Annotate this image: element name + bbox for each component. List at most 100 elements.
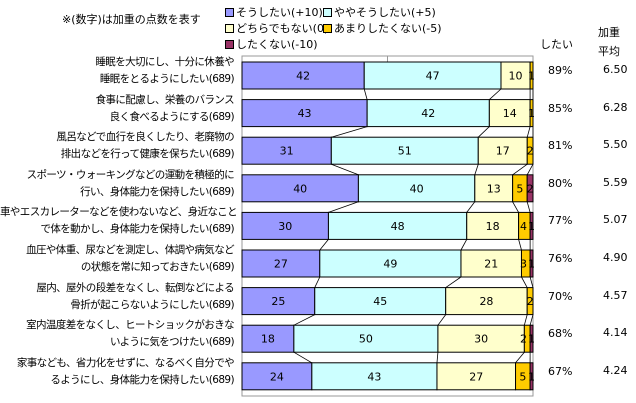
bar-value-label: 1 — [528, 258, 535, 271]
legend-label: したくない(-10) — [236, 38, 318, 51]
bar-value-label: 4 — [520, 220, 527, 233]
bar-segment — [488, 99, 531, 128]
want-percent: 80% — [548, 176, 573, 190]
want-percent: 70% — [548, 289, 573, 303]
bar-segment — [241, 61, 365, 90]
row-label: 食事に配慮し、栄養のバランス良く食べるようにする(689) — [0, 92, 235, 126]
weighted-average: 4.14 — [603, 326, 628, 340]
bar-segment — [474, 174, 514, 203]
row-label-line: の状態を常に知っておきたい(689) — [80, 261, 235, 273]
bar-value-label: 1 — [528, 370, 535, 383]
bar-value-label: 49 — [383, 258, 397, 271]
connector-line — [437, 314, 447, 326]
legend-swatch — [225, 23, 234, 33]
bar-segment — [241, 362, 313, 391]
bar-value-label: 30 — [474, 333, 488, 346]
bar-segment — [241, 99, 368, 128]
row-label-line: 屋内、屋外の段差をなくし、転倒などによる — [36, 281, 234, 294]
want-header: したい — [540, 38, 573, 51]
connector-line — [319, 239, 329, 251]
bar-segment — [241, 211, 329, 240]
want-percent: 85% — [548, 101, 573, 115]
bar-value-label: 5 — [516, 182, 523, 195]
connector-line — [314, 276, 321, 288]
want-percent: 81% — [548, 139, 573, 153]
bar-segment — [466, 211, 520, 240]
legend-label: そうしたい(+10) — [236, 6, 323, 19]
legend-item: したくない(-10) — [225, 36, 318, 52]
legend-swatch — [323, 23, 332, 33]
row-label-line: 家事なども、省力化をせずに、なるべく自分でや — [16, 356, 235, 369]
bar-segment — [445, 287, 528, 316]
row-label-line: 風呂などで血行を良くしたり、老廃物の — [56, 131, 234, 144]
bar-segment — [241, 249, 321, 278]
bar-value-label: 21 — [484, 258, 498, 271]
row-label-line: 室内温度差をなくし、ヒートショックがおきな — [26, 319, 235, 332]
bar-segment — [529, 211, 534, 240]
row-label-line: 骨折が起こらないようにしたい(689) — [70, 298, 234, 311]
bar-value-label: 40 — [293, 182, 307, 195]
bar-value-label: 1 — [528, 70, 535, 83]
connector-line — [328, 201, 359, 213]
scoring-note: ※(数字)は加重の点数を表す — [62, 13, 201, 26]
row-label-line: 血圧や体重、尿などを測定し、体調や病気など — [26, 244, 235, 256]
want-percent: 67% — [548, 364, 573, 378]
bar-segment — [357, 174, 476, 203]
bar-value-label: 2 — [527, 145, 534, 158]
weighted-average: 6.50 — [603, 63, 628, 76]
connector-line — [460, 239, 468, 251]
bar-value-label: 2 — [527, 182, 534, 195]
bar-segment — [526, 287, 534, 316]
legend-label: あまりしたくない(-5) — [334, 22, 442, 35]
connector-line — [466, 201, 476, 213]
row-label-line: 排出などを行って健康を保ちたい(689) — [60, 148, 235, 161]
bar-segment — [460, 249, 522, 278]
connector-line — [331, 163, 359, 176]
bar-value-label: 18 — [486, 220, 500, 233]
want-percent: 89% — [548, 64, 573, 77]
connector-line — [293, 351, 313, 364]
bar-segment — [437, 324, 525, 353]
want-percent: 77% — [548, 214, 573, 228]
connector-line — [477, 126, 490, 138]
bar-value-label: 25 — [271, 295, 285, 308]
bar-segment — [314, 287, 447, 316]
want-percent: 68% — [548, 327, 573, 341]
row-label: 車やエスカレーターなどを使わないなど、身近なこと で体を動かし、身体能力を保持した… — [0, 204, 238, 238]
row-label: 屋内、屋外の段差をなくし、転倒などによる骨折が起こらないようにしたい(689) — [0, 280, 234, 314]
avg-header-line1: 加重 — [598, 26, 620, 39]
bar-segment — [241, 324, 295, 353]
legend-swatch — [323, 7, 332, 17]
row-label-line: で体を動かし、身体能力を保持したい(689) — [40, 223, 234, 236]
want-percent: 76% — [548, 252, 573, 265]
weighted-average: 4.24 — [603, 363, 628, 377]
legend-item: そうしたい(+10) — [225, 4, 323, 20]
row-label-line: 食事に配慮し、栄養のバランス — [95, 93, 235, 106]
row-label-line: 行い、身体能力を保持したい(689) — [80, 185, 235, 198]
bar-value-label: 51 — [398, 145, 412, 158]
legend-item: どちらでもない(0) — [225, 20, 328, 36]
bar-segment — [529, 249, 534, 278]
row-label-line: 睡眠をとるようにしたい(689) — [99, 73, 235, 85]
row-label-line: 睡眠を大切にし、十分に休養や — [95, 56, 234, 68]
connector-line — [293, 314, 315, 326]
connector-line — [526, 126, 531, 138]
bar-value-label: 31 — [280, 145, 294, 158]
row-label-line: 良く食べるようにする(689) — [109, 110, 235, 123]
row-label: 室内温度差をなくし、ヒートショックがおきな いように気をつけたい(689) — [0, 317, 235, 351]
legend-label: ややそうしたい(+5) — [334, 6, 436, 19]
row-label: 家事なども、省力化をせずに、なるべく自分でや るようにし、身体能力を保持したい(6… — [0, 355, 235, 389]
connector-line — [489, 88, 502, 100]
bar-segment — [241, 174, 359, 203]
bar-value-label: 43 — [298, 107, 312, 120]
bar-value-label: 47 — [426, 70, 440, 83]
bar-segment — [366, 99, 490, 128]
bar-value-label: 24 — [270, 370, 284, 383]
weighted-average: 6.28 — [603, 100, 628, 114]
connector-line — [521, 276, 528, 288]
connector-line — [515, 351, 525, 364]
bar-segment — [330, 136, 479, 165]
bar-value-label: 42 — [296, 70, 310, 83]
bar-value-label: 42 — [421, 107, 435, 120]
